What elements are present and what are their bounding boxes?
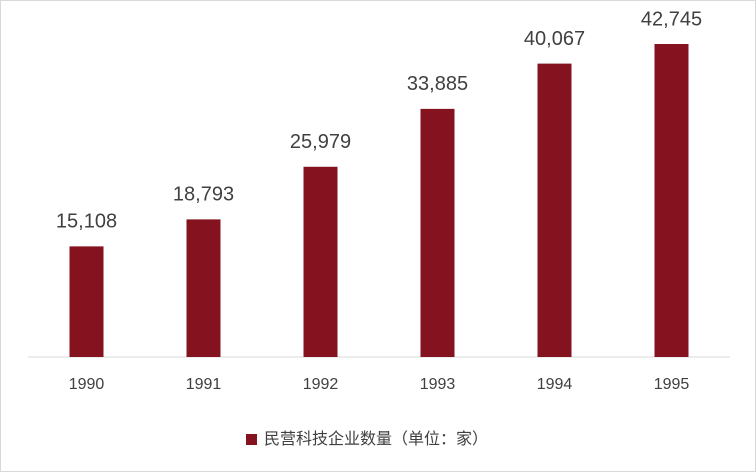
data-label: 25,979 (290, 131, 351, 153)
data-label: 42,745 (641, 8, 702, 30)
bar (69, 246, 104, 357)
bar (654, 44, 689, 357)
bar (186, 219, 221, 357)
legend-swatch (246, 434, 257, 445)
bar (303, 166, 338, 357)
x-tick-label: 1991 (186, 376, 222, 393)
x-tick-label: 1992 (303, 376, 339, 393)
bar (537, 63, 572, 357)
x-tick-label: 1995 (654, 376, 690, 393)
bar (420, 108, 455, 358)
data-label: 18,793 (173, 184, 234, 206)
x-tick-label: 1993 (420, 376, 456, 393)
x-tick-label: 1994 (537, 376, 573, 393)
data-label: 33,885 (407, 73, 468, 95)
data-label: 15,108 (56, 211, 117, 233)
legend-label: 民营科技企业数量（单位：家） (264, 430, 488, 448)
x-tick-label: 1990 (69, 376, 105, 393)
data-label: 40,067 (524, 28, 585, 50)
